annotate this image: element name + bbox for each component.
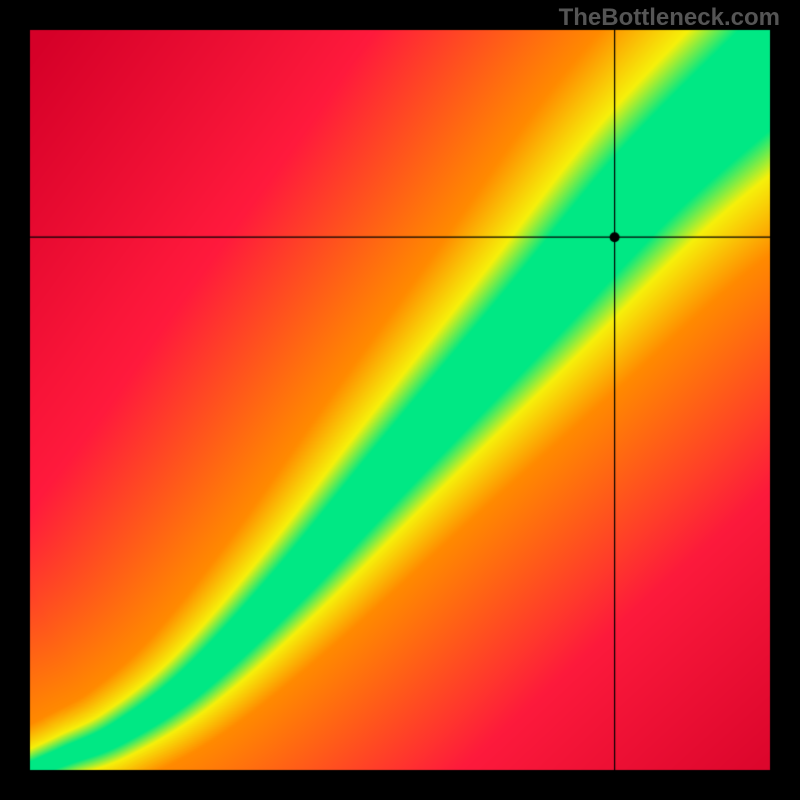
watermark-text: TheBottleneck.com <box>559 4 780 32</box>
bottleneck-heatmap <box>0 0 800 800</box>
